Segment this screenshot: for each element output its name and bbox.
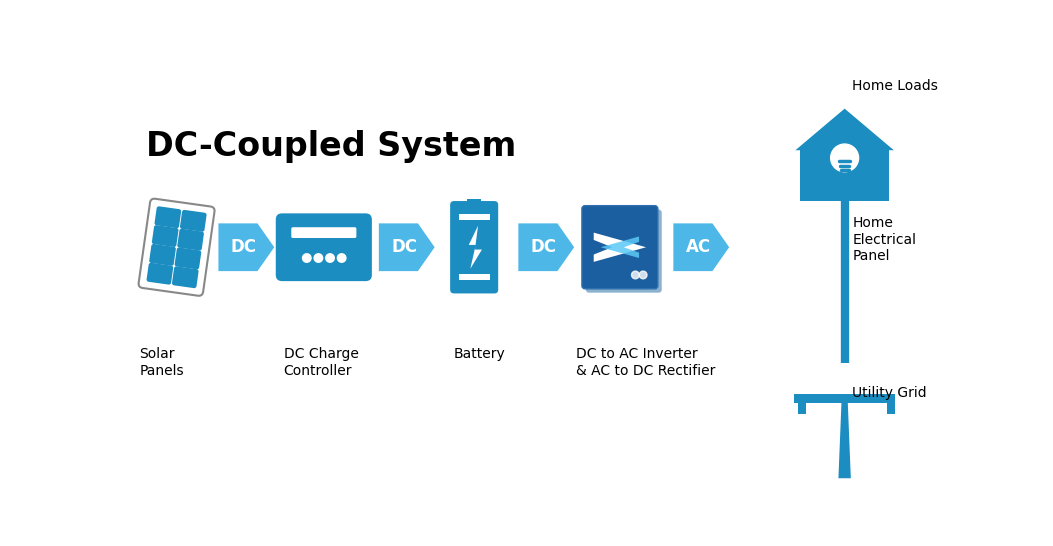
FancyBboxPatch shape bbox=[292, 227, 356, 238]
FancyBboxPatch shape bbox=[177, 229, 204, 251]
FancyBboxPatch shape bbox=[150, 244, 176, 266]
FancyBboxPatch shape bbox=[172, 266, 199, 288]
FancyBboxPatch shape bbox=[180, 210, 206, 232]
FancyBboxPatch shape bbox=[585, 210, 661, 293]
Text: Home Loads: Home Loads bbox=[852, 79, 938, 93]
Text: AC: AC bbox=[687, 238, 712, 256]
Text: DC: DC bbox=[231, 238, 257, 256]
Polygon shape bbox=[379, 223, 435, 271]
Text: DC Charge
Controller: DC Charge Controller bbox=[283, 347, 358, 377]
Circle shape bbox=[337, 254, 346, 262]
Text: Home
Electrical
Panel: Home Electrical Panel bbox=[852, 216, 916, 263]
Polygon shape bbox=[469, 225, 482, 269]
Circle shape bbox=[325, 254, 334, 262]
Polygon shape bbox=[594, 233, 647, 262]
Circle shape bbox=[831, 144, 858, 172]
Bar bbox=[800, 150, 889, 201]
Circle shape bbox=[314, 254, 322, 262]
Bar bbox=[798, 403, 806, 413]
Polygon shape bbox=[218, 223, 274, 271]
Text: DC to AC Inverter
& AC to DC Rectifier: DC to AC Inverter & AC to DC Rectifier bbox=[576, 347, 716, 377]
Polygon shape bbox=[795, 109, 894, 150]
FancyBboxPatch shape bbox=[450, 201, 498, 293]
FancyBboxPatch shape bbox=[276, 213, 372, 281]
Polygon shape bbox=[838, 401, 851, 478]
Polygon shape bbox=[673, 223, 729, 271]
Text: Battery: Battery bbox=[453, 347, 505, 361]
Text: Utility Grid: Utility Grid bbox=[852, 386, 927, 400]
Bar bbox=[812, 136, 822, 150]
Circle shape bbox=[639, 271, 647, 279]
FancyBboxPatch shape bbox=[155, 206, 181, 228]
FancyBboxPatch shape bbox=[152, 225, 179, 247]
FancyBboxPatch shape bbox=[459, 274, 490, 280]
Circle shape bbox=[632, 271, 639, 279]
Polygon shape bbox=[600, 236, 639, 258]
Text: DC: DC bbox=[531, 238, 557, 256]
Bar bbox=[794, 394, 895, 403]
FancyBboxPatch shape bbox=[459, 214, 490, 220]
Text: Solar
Panels: Solar Panels bbox=[139, 347, 184, 377]
Circle shape bbox=[302, 254, 311, 262]
Polygon shape bbox=[518, 223, 574, 271]
Text: DC-Coupled System: DC-Coupled System bbox=[145, 129, 516, 163]
FancyBboxPatch shape bbox=[582, 206, 658, 289]
Text: DC: DC bbox=[392, 238, 417, 256]
FancyBboxPatch shape bbox=[139, 199, 215, 296]
FancyBboxPatch shape bbox=[146, 263, 173, 284]
Bar bbox=[888, 403, 895, 413]
FancyBboxPatch shape bbox=[175, 247, 201, 269]
Bar bbox=[468, 199, 481, 206]
